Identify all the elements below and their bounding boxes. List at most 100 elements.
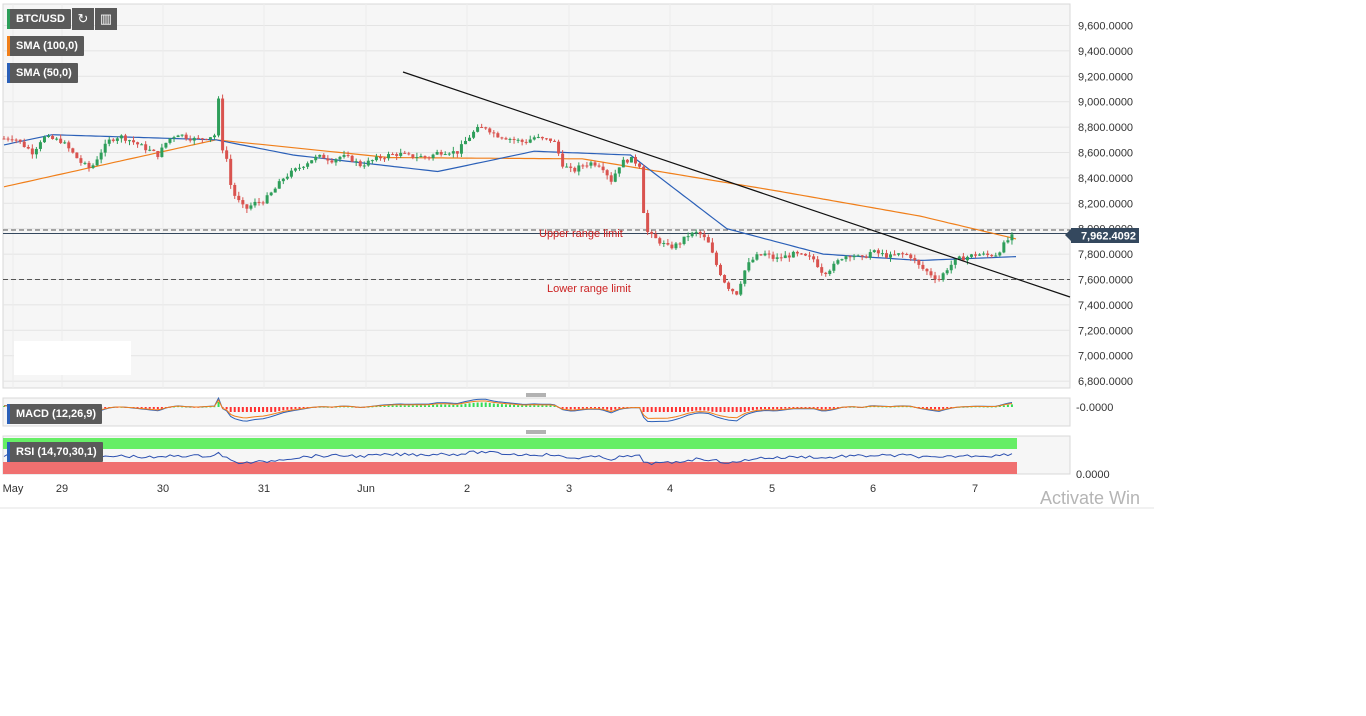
chart-type-button[interactable]: ▥ — [95, 8, 117, 30]
candles — [2, 94, 1014, 297]
candle-body — [378, 156, 382, 159]
candle-body — [978, 254, 982, 256]
candle-body — [828, 270, 832, 275]
lower-range-label: Lower range limit — [547, 283, 631, 295]
candle-body — [601, 166, 605, 171]
candle-body — [204, 139, 208, 141]
sma50-layer — [3, 134, 1017, 262]
candle-body — [812, 256, 816, 260]
candle-body — [808, 255, 812, 257]
macd-histogram-bar — [723, 407, 726, 412]
rsi-splitter-handle[interactable] — [526, 430, 546, 434]
candle-body — [289, 170, 293, 177]
candle-body — [374, 156, 378, 161]
macd-histogram-bar — [764, 407, 767, 410]
macd-histogram-bar — [687, 407, 690, 412]
macd-histogram-bar — [302, 407, 305, 409]
main-panel — [2, 3, 1071, 389]
macd-histogram-bar — [776, 407, 779, 410]
candle-body — [921, 264, 925, 269]
candle-body — [727, 282, 731, 289]
macd-histogram-bar — [395, 405, 398, 407]
candle-body — [901, 253, 905, 255]
candle-body — [188, 138, 192, 141]
sma100-layer — [3, 139, 1017, 240]
candle-body — [350, 155, 354, 162]
macd-histogram-bar — [679, 407, 682, 412]
macd-histogram-bar — [594, 407, 597, 409]
grid — [3, 4, 1070, 388]
candle-body — [670, 244, 674, 249]
macd-histogram-bar — [658, 407, 661, 412]
macd-histogram-bar — [492, 403, 495, 407]
candle-body — [476, 127, 480, 132]
macd-histogram-bar — [800, 407, 803, 408]
macd-splitter-handle[interactable] — [526, 393, 546, 397]
macd-histogram-bar — [509, 404, 511, 407]
candle-body — [937, 278, 941, 280]
candle-body — [965, 256, 969, 261]
candle-body — [986, 253, 990, 256]
price-tag-text: 7,962.4092 — [1081, 231, 1136, 243]
macd-histogram-bar — [683, 407, 686, 412]
candle-body — [674, 243, 678, 249]
macd-histogram-bar — [484, 402, 487, 407]
macd-histogram-bar — [274, 407, 277, 412]
macd-histogram-bar — [812, 407, 815, 408]
rsi-badge[interactable]: RSI (14,70,30,1) — [7, 442, 103, 462]
candle-body — [51, 135, 55, 140]
candle-body — [136, 142, 140, 145]
y-tick-label: 6,800.0000 — [1078, 376, 1133, 388]
macd-swatch — [7, 404, 10, 424]
macd-histogram-bar — [468, 403, 471, 407]
macd-histogram-bar — [577, 407, 580, 409]
macd-histogram-bar — [715, 407, 718, 412]
candle-body — [581, 165, 585, 167]
sma100-badge[interactable]: SMA (100,0) — [7, 36, 84, 56]
candle-body — [990, 255, 994, 257]
macd-histogram-bar — [917, 407, 920, 408]
candle-body — [536, 136, 540, 138]
candle-body — [249, 205, 253, 209]
trendline[interactable] — [402, 71, 1071, 298]
macd-histogram-bar — [249, 407, 252, 412]
sma50-badge[interactable]: SMA (50,0) — [7, 63, 78, 83]
candle-body — [791, 251, 795, 258]
candle-body — [759, 254, 763, 256]
candle-body — [925, 268, 929, 272]
candle-body — [208, 137, 212, 140]
macd-histogram-bar — [351, 406, 354, 408]
macd-histogram-bar — [521, 405, 524, 407]
macd-histogram-bar — [513, 404, 516, 407]
candle-body — [597, 165, 601, 167]
candle-body — [10, 139, 14, 141]
candle-body — [961, 256, 965, 261]
rsi-swatch — [7, 442, 10, 462]
x-tick-label: 29 — [56, 483, 68, 495]
macd-histogram-bar — [379, 406, 382, 407]
candle-body — [91, 165, 95, 168]
candle-body — [524, 141, 528, 143]
candle-body — [277, 181, 281, 189]
candle-body — [735, 291, 739, 295]
macd-histogram-bar — [614, 407, 617, 410]
symbol-badge[interactable]: BTC/USD — [7, 9, 71, 29]
candle-body — [334, 159, 338, 163]
refresh-button[interactable]: ↻ — [72, 8, 94, 30]
macd-axis-label: -0.0000 — [1076, 402, 1113, 414]
macd-histogram-bar — [177, 406, 180, 408]
macd-histogram-bar — [367, 406, 370, 408]
candle-body — [666, 243, 670, 245]
macd-histogram-bar — [237, 407, 240, 412]
candle-body — [783, 255, 787, 259]
y-tick-label: 8,200.0000 — [1078, 198, 1133, 210]
candle-body — [172, 137, 176, 139]
macd-histogram-bar — [253, 407, 256, 412]
candle-body — [55, 138, 59, 140]
candle-body — [346, 155, 350, 157]
macd-histogram-bar — [298, 407, 301, 409]
candle-body — [269, 192, 273, 196]
macd-histogram-bar — [755, 407, 758, 410]
macd-badge[interactable]: MACD (12,26,9) — [7, 404, 103, 424]
price-tag-bg — [1071, 228, 1139, 243]
